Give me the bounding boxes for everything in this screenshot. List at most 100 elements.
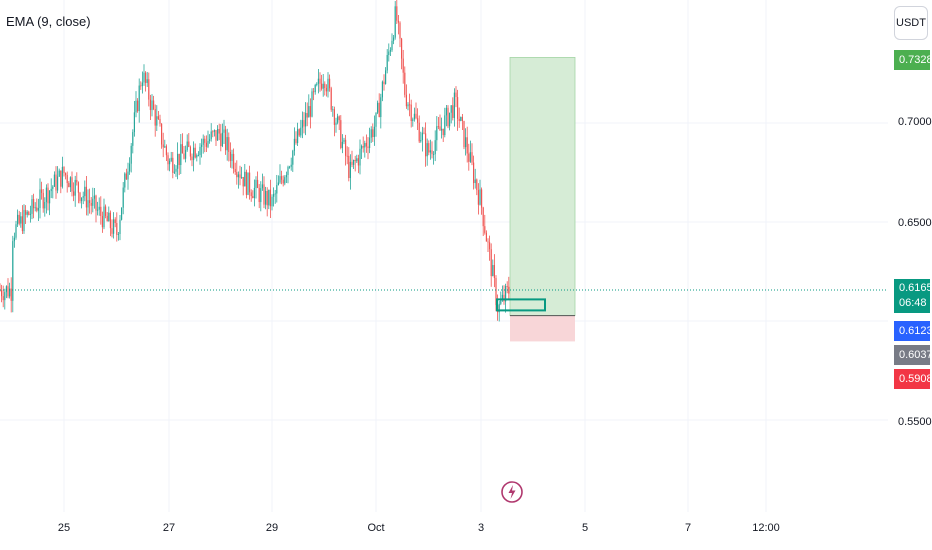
candle-body	[130, 145, 132, 164]
candle-body	[466, 137, 468, 154]
candle-body	[125, 173, 127, 180]
candle-body	[487, 241, 489, 243]
candle-body	[285, 174, 287, 178]
candle-body	[209, 139, 211, 142]
y-tick-label: 0.5500	[898, 416, 932, 428]
candle-body	[95, 195, 97, 211]
candle-body	[319, 78, 321, 84]
candle-body	[172, 157, 174, 173]
grid-lines	[0, 0, 888, 512]
candle-body	[98, 206, 100, 210]
candle-body	[82, 196, 84, 198]
candle-body	[23, 209, 25, 232]
candles	[0, 0, 510, 322]
candle-body	[241, 177, 243, 178]
candle-body	[372, 129, 374, 138]
candle-body	[81, 197, 83, 202]
candle-body	[335, 122, 337, 125]
candle-body	[346, 155, 348, 157]
candle-body	[170, 157, 172, 161]
lightning-icon[interactable]	[500, 480, 524, 504]
candle-body	[271, 196, 273, 207]
candle-body	[340, 120, 342, 148]
candle-body	[281, 176, 283, 180]
candle-body	[385, 70, 387, 85]
candle-body	[231, 153, 233, 161]
candle-body	[426, 143, 428, 157]
candle-body	[194, 147, 196, 158]
candle-body	[193, 147, 195, 161]
candle-body	[138, 85, 140, 112]
candle-body	[298, 129, 300, 136]
candle-body	[191, 156, 193, 161]
candle-body	[405, 94, 407, 107]
candle-body	[223, 129, 225, 133]
candle-body	[461, 116, 463, 121]
countdown-value: 06:48	[899, 297, 927, 309]
currency-button[interactable]: USDT	[894, 6, 928, 40]
candle-body	[389, 50, 391, 52]
candle-body	[321, 83, 323, 89]
x-tick-label: 29	[265, 522, 279, 534]
candle-body	[135, 100, 137, 113]
candle-body	[341, 141, 343, 148]
candle-body	[245, 171, 247, 195]
candle-body	[367, 146, 369, 149]
candle-body	[103, 206, 105, 228]
candle-body	[332, 109, 334, 111]
candle-body	[137, 100, 139, 112]
indicator-legend[interactable]: EMA (9, close)	[6, 14, 91, 29]
candle-body	[2, 296, 4, 301]
candle-body	[55, 174, 57, 191]
candle-body	[149, 99, 151, 111]
candle-body	[143, 72, 145, 83]
candle-body	[105, 206, 107, 216]
candle-body	[7, 286, 9, 297]
candle-body	[101, 216, 103, 228]
candle-body	[36, 207, 38, 211]
candle-body	[484, 226, 486, 233]
candle-body	[204, 138, 206, 143]
candle-body	[309, 106, 311, 117]
candle-body	[305, 112, 307, 127]
last-price-tag: 0.6165 06:48	[894, 279, 932, 313]
candle-body	[394, 6, 396, 38]
candle-body	[173, 171, 175, 173]
candle-body	[220, 133, 222, 147]
candle-body	[252, 196, 254, 199]
candle-body	[343, 139, 345, 142]
candle-body	[450, 105, 452, 113]
candle-body	[506, 286, 508, 287]
candle-body	[25, 209, 27, 215]
candle-body	[273, 194, 275, 197]
position-tool[interactable]	[509, 57, 576, 342]
candle-body	[266, 190, 268, 206]
candle-body	[441, 128, 443, 131]
candle-body	[61, 166, 63, 187]
candle-body	[17, 214, 19, 225]
candle-body	[234, 168, 236, 173]
x-tick-label: Oct	[367, 522, 385, 534]
candle-body	[293, 138, 295, 151]
candle-body	[337, 116, 339, 123]
candle-body	[306, 112, 308, 118]
candle-body	[44, 201, 46, 209]
candle-body	[322, 83, 324, 89]
candle-body	[445, 107, 447, 116]
candle-body	[37, 208, 39, 211]
candle-body	[236, 172, 238, 178]
candle-body	[180, 144, 182, 165]
candle-body	[303, 120, 305, 127]
candle-body	[212, 131, 214, 133]
candle-body	[289, 166, 291, 168]
candle-body	[113, 219, 115, 234]
candle-body	[116, 223, 118, 235]
candle-body	[333, 109, 335, 125]
x-tick-label: 5	[581, 522, 589, 534]
candle-body	[159, 118, 161, 124]
candle-body	[33, 198, 35, 209]
candle-body	[41, 189, 43, 193]
candle-body	[161, 123, 163, 145]
candle-body	[361, 146, 363, 149]
